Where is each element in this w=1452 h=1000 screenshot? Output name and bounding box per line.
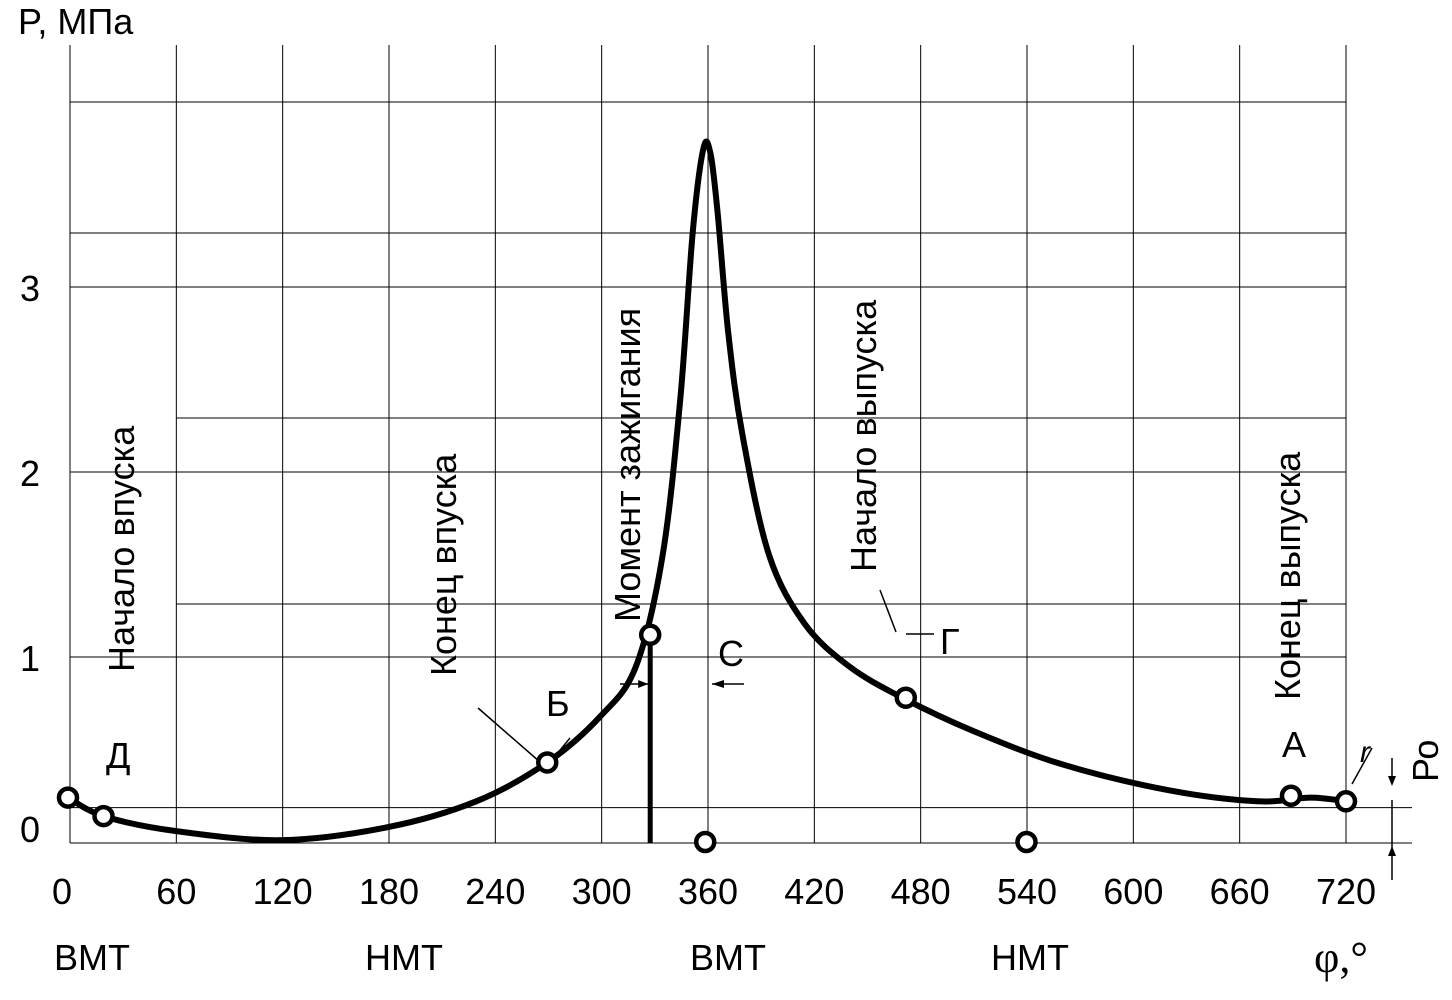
dead-center-label: ВМТ xyxy=(54,937,130,978)
grid xyxy=(69,45,1412,844)
annotation-intake-end: Конец впуска xyxy=(423,453,464,676)
x-tick-label: 0 xyxy=(52,871,72,912)
annotation-ignition: Момент зажигания xyxy=(607,308,648,622)
x-tick-label: 60 xyxy=(156,871,196,912)
annotation-intake-start: Начало впуска xyxy=(101,425,142,672)
y-tick-label: 0 xyxy=(20,809,40,850)
curve-point-marker xyxy=(56,786,80,809)
annotation-exhaust-end: Конец выпуска xyxy=(1267,451,1308,700)
point-label-b: Б xyxy=(546,683,570,724)
arrow-head xyxy=(1388,846,1396,856)
x-tick-label: 360 xyxy=(678,871,738,912)
dead-center-label: НМТ xyxy=(991,937,1069,978)
leader-g xyxy=(879,589,897,633)
y-tick-label: 1 xyxy=(20,638,40,679)
x-tick-label: 540 xyxy=(997,871,1057,912)
y-axis-label: P, МПа xyxy=(18,1,134,42)
arrow-head xyxy=(638,680,649,688)
x-tick-label: 480 xyxy=(891,871,951,912)
point-label-g: Г xyxy=(940,621,960,662)
x-tick-label: 420 xyxy=(784,871,844,912)
arrow-head xyxy=(712,680,724,688)
annotation-lines xyxy=(477,589,1396,880)
curve-point-marker xyxy=(1015,830,1038,854)
x-tick-label: 180 xyxy=(359,871,419,912)
x-tick-label: 660 xyxy=(1210,871,1270,912)
dead-center-label: ВМТ xyxy=(690,937,766,978)
curve-point-marker xyxy=(1279,784,1303,807)
x-tick-label: 120 xyxy=(253,871,313,912)
curve-point-marker xyxy=(894,686,918,709)
point-label-r: r xyxy=(1360,736,1371,769)
x-tick-label: 600 xyxy=(1103,871,1163,912)
markers xyxy=(56,623,1358,854)
annotation-exhaust-start: Начало выпуска xyxy=(843,299,884,572)
y-tick-label: 3 xyxy=(20,268,40,309)
labels: P, МПа φ,° Д Б С Г А r Ро Начало впуска … xyxy=(18,1,1446,982)
dead-center-label: НМТ xyxy=(365,937,443,978)
point-label-d: Д xyxy=(106,735,130,776)
leader-r xyxy=(1351,747,1373,785)
curve-point-marker xyxy=(693,830,717,854)
arrow-head xyxy=(1388,776,1396,786)
x-tick-label: 240 xyxy=(465,871,525,912)
point-label-c: С xyxy=(718,633,744,674)
x-tick-label: 300 xyxy=(572,871,632,912)
p0-label: Ро xyxy=(1405,740,1446,782)
curve-point-marker xyxy=(638,623,662,647)
y-tick-label: 2 xyxy=(20,453,40,494)
pressure-curve-group xyxy=(65,138,1349,844)
leader-b xyxy=(477,707,541,763)
curve-point-marker xyxy=(1334,790,1358,813)
curve-point-marker xyxy=(92,804,115,828)
pressure-curve xyxy=(65,138,1349,844)
x-axis-label: φ,° xyxy=(1314,933,1368,982)
point-label-a: А xyxy=(1282,724,1306,765)
x-tick-label: 720 xyxy=(1316,871,1376,912)
curve-point-marker xyxy=(536,751,559,774)
